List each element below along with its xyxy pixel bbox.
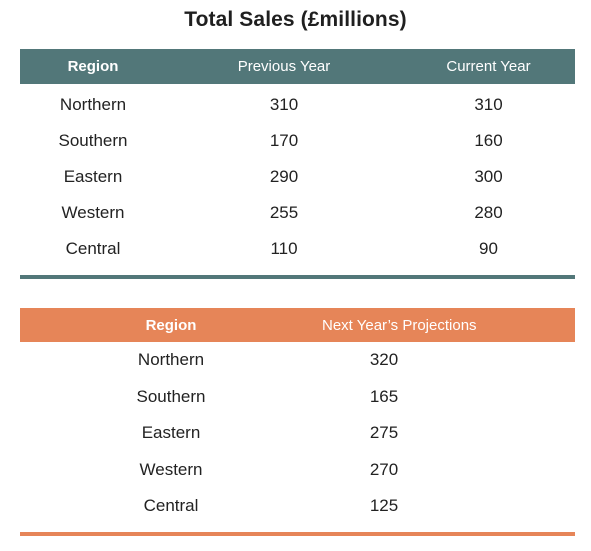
projection-cell: 125 <box>369 496 399 516</box>
table-row: Western 270 <box>20 452 575 489</box>
projection-cell: 270 <box>369 459 399 479</box>
current-year-cell: 160 <box>474 131 503 150</box>
table-row: Southern 165 <box>20 379 575 416</box>
table-bottom-rule <box>20 275 575 279</box>
region-cell: Western <box>61 203 125 222</box>
table-body: Northern 310 310 Southern 170 160 Easter… <box>20 84 575 267</box>
table-row: Eastern 275 <box>20 415 575 452</box>
column-header-region: Region <box>67 58 119 75</box>
region-cell: Southern <box>58 131 128 150</box>
region-cell: Central <box>143 496 199 516</box>
page-title: Total Sales (£millions) <box>184 8 407 31</box>
current-year-cell: 90 <box>479 239 498 258</box>
table-row: Northern 320 <box>20 342 575 379</box>
column-header-current-year: Current Year <box>446 58 531 75</box>
table-body: Northern 320 Southern 165 Eastern 275 We… <box>20 342 575 525</box>
table-row: Western 255 280 <box>20 195 575 231</box>
current-year-cell: 300 <box>474 167 503 186</box>
table-header: Region Next Year’s Projections <box>20 308 575 342</box>
table-row: Southern 170 160 <box>20 123 575 159</box>
previous-year-cell: 310 <box>269 95 299 114</box>
region-cell: Central <box>65 239 121 258</box>
table-row: Central 110 90 <box>20 231 575 267</box>
previous-year-cell: 255 <box>269 203 299 222</box>
table-row: Eastern 290 300 <box>20 159 575 195</box>
region-cell: Eastern <box>63 167 123 186</box>
projection-cell: 275 <box>369 423 399 443</box>
projections-table: Region Next Year’s Projections Northern … <box>20 308 575 536</box>
table-bottom-rule <box>20 531 575 536</box>
table-row: Northern 310 310 <box>20 87 575 123</box>
region-cell: Eastern <box>141 423 201 443</box>
column-header-next-year-projections: Next Year’s Projections <box>322 316 477 334</box>
previous-year-cell: 110 <box>270 239 298 258</box>
region-cell: Northern <box>137 350 205 370</box>
previous-year-cell: 290 <box>269 167 299 186</box>
column-header-previous-year: Previous Year <box>237 58 331 75</box>
column-header-region: Region <box>145 316 197 334</box>
region-cell: Western <box>139 459 203 479</box>
current-year-cell: 280 <box>474 203 503 222</box>
region-cell: Southern <box>136 386 206 406</box>
projection-cell: 165 <box>369 386 399 406</box>
table-row: Central 125 <box>20 488 575 525</box>
region-cell: Northern <box>59 95 127 114</box>
table-header: Region Previous Year Current Year <box>20 49 575 84</box>
sales-table: Region Previous Year Current Year Northe… <box>20 49 575 279</box>
current-year-cell: 310 <box>474 95 503 114</box>
previous-year-cell: 170 <box>269 131 299 150</box>
projection-cell: 320 <box>369 350 399 370</box>
